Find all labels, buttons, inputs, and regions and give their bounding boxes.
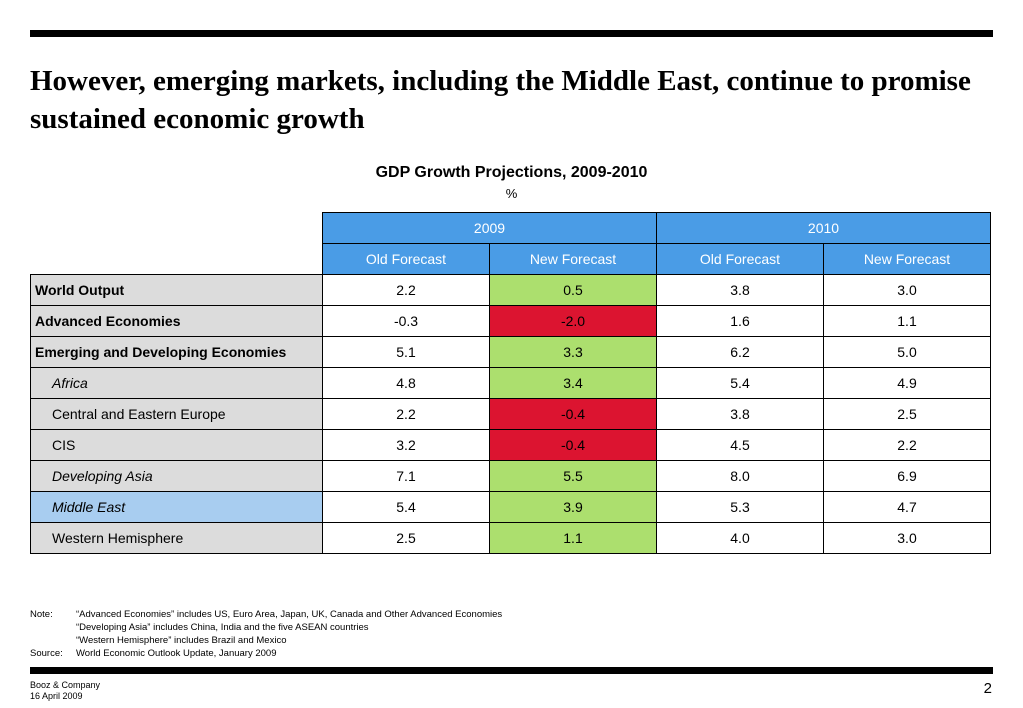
row-label: Africa [30, 367, 323, 399]
page-number: 2 [983, 680, 992, 697]
value-cell: 2.2 [322, 398, 490, 430]
table-row: CIS 3.2 -0.4 4.5 2.2 [30, 429, 991, 461]
notes-block: Note: “Advanced Economies” includes US, … [30, 608, 502, 660]
gdp-table: 2009 2010 Old Forecast New Forecast Old … [30, 212, 991, 554]
top-rule [30, 30, 993, 37]
table-row: Emerging and Developing Economies 5.1 3.… [30, 336, 991, 368]
note-key: Note: [30, 609, 53, 620]
year-header-row: 2009 2010 [30, 212, 991, 244]
value-cell: -0.4 [489, 429, 657, 461]
forecast-header-row: Old Forecast New Forecast Old Forecast N… [30, 243, 991, 275]
row-label: Emerging and Developing Economies [30, 336, 323, 368]
table-row-highlighted: Middle East 5.4 3.9 5.3 4.7 [30, 491, 991, 523]
row-label: World Output [30, 274, 323, 306]
value-cell: -2.0 [489, 305, 657, 337]
value-cell: 1.1 [823, 305, 991, 337]
value-cell: 3.0 [823, 522, 991, 554]
value-cell: 5.0 [823, 336, 991, 368]
table-title: GDP Growth Projections, 2009-2010 [375, 164, 648, 181]
value-cell: 3.2 [322, 429, 490, 461]
value-cell: 3.4 [489, 367, 657, 399]
table-row: Developing Asia 7.1 5.5 8.0 6.9 [30, 460, 991, 492]
value-cell: 2.2 [823, 429, 991, 461]
year-header-2009: 2009 [322, 212, 657, 244]
value-cell: 8.0 [656, 460, 824, 492]
value-cell: 2.2 [322, 274, 490, 306]
table-unit: % [505, 186, 518, 201]
value-cell: 3.8 [656, 274, 824, 306]
col-header: New Forecast [823, 243, 991, 275]
header-blank [30, 243, 323, 275]
col-header: New Forecast [489, 243, 657, 275]
row-label: Developing Asia [30, 460, 323, 492]
footer-company: Booz & Company [30, 680, 101, 690]
value-cell: 6.9 [823, 460, 991, 492]
row-label: CIS [30, 429, 323, 461]
value-cell: 4.5 [656, 429, 824, 461]
year-header-2010: 2010 [656, 212, 991, 244]
value-cell: 5.1 [322, 336, 490, 368]
value-cell: 7.1 [322, 460, 490, 492]
header-blank [30, 212, 323, 244]
value-cell: 3.8 [656, 398, 824, 430]
row-label: Central and Eastern Europe [30, 398, 323, 430]
value-cell: 3.9 [489, 491, 657, 523]
value-cell: 1.6 [656, 305, 824, 337]
value-cell: 4.7 [823, 491, 991, 523]
row-label: Middle East [30, 491, 323, 523]
value-cell: 5.5 [489, 460, 657, 492]
value-cell: 4.9 [823, 367, 991, 399]
table-row: World Output 2.2 0.5 3.8 3.0 [30, 274, 991, 306]
value-cell: 2.5 [322, 522, 490, 554]
value-cell: 5.4 [656, 367, 824, 399]
col-header: Old Forecast [322, 243, 490, 275]
value-cell: 0.5 [489, 274, 657, 306]
note-line: “Advanced Economies” includes US, Euro A… [76, 609, 503, 620]
col-header: Old Forecast [656, 243, 824, 275]
value-cell: 3.0 [823, 274, 991, 306]
note-line: “Developing Asia” includes China, India … [76, 622, 369, 633]
value-cell: 5.3 [656, 491, 824, 523]
value-cell: 4.8 [322, 367, 490, 399]
value-cell: 3.3 [489, 336, 657, 368]
value-cell: -0.4 [489, 398, 657, 430]
footer: Booz & Company 16 April 2009 [30, 680, 100, 702]
table-row: Western Hemisphere 2.5 1.1 4.0 3.0 [30, 522, 991, 554]
value-cell: 2.5 [823, 398, 991, 430]
value-cell: 4.0 [656, 522, 824, 554]
row-label: Advanced Economies [30, 305, 323, 337]
value-cell: -0.3 [322, 305, 490, 337]
slide-title: However, emerging markets, including the… [30, 65, 971, 135]
row-label: Western Hemisphere [30, 522, 323, 554]
value-cell: 6.2 [656, 336, 824, 368]
note-line: “Western Hemisphere” includes Brazil and… [76, 635, 287, 646]
value-cell: 5.4 [322, 491, 490, 523]
table-row: Central and Eastern Europe 2.2 -0.4 3.8 … [30, 398, 991, 430]
source-text: World Economic Outlook Update, January 2… [76, 648, 277, 659]
source-key: Source: [30, 648, 63, 659]
footer-date: 16 April 2009 [30, 691, 83, 701]
bottom-rule [30, 667, 993, 674]
value-cell: 1.1 [489, 522, 657, 554]
table-row: Advanced Economies -0.3 -2.0 1.6 1.1 [30, 305, 991, 337]
table-row: Africa 4.8 3.4 5.4 4.9 [30, 367, 991, 399]
